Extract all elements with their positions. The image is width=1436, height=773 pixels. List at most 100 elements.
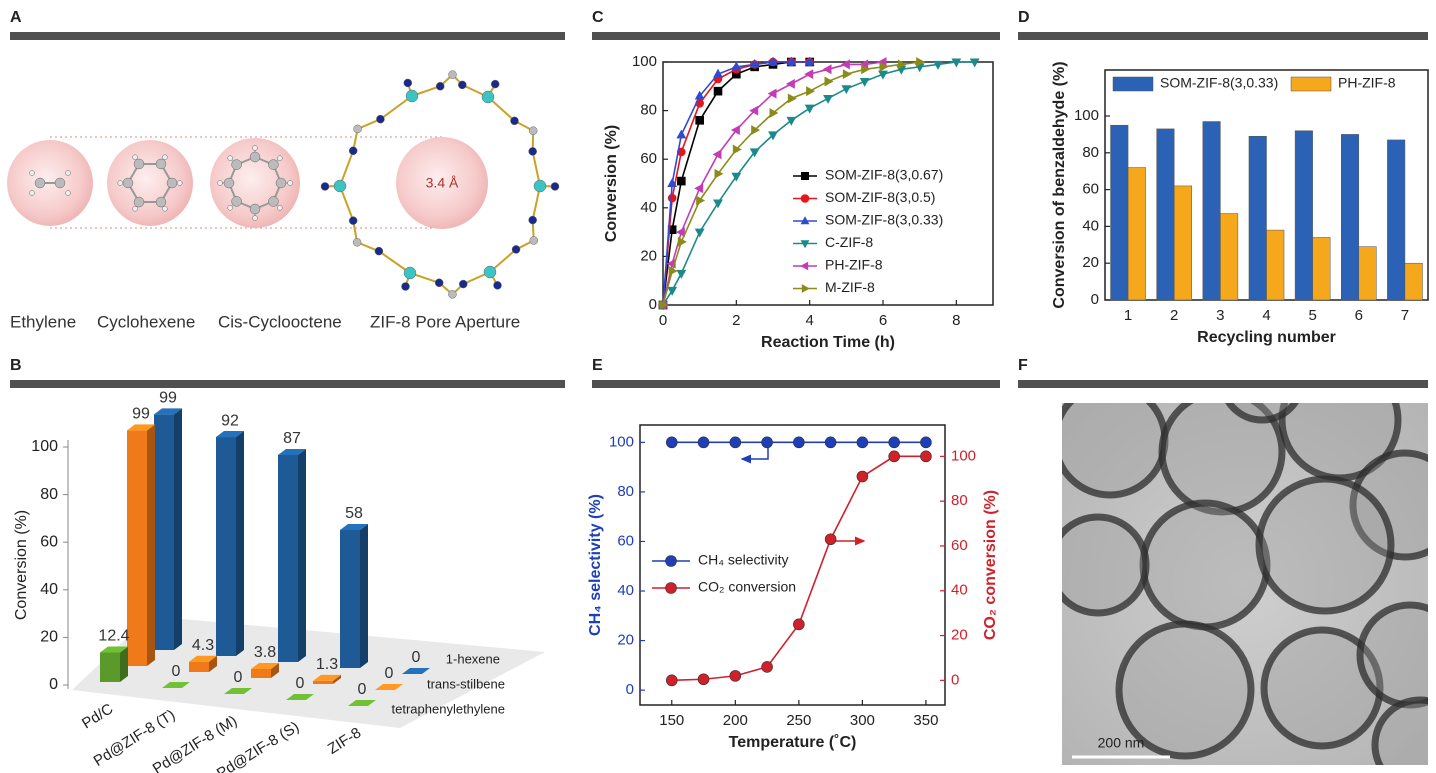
- marker: [920, 450, 932, 463]
- molecule-label: Cyclohexene: [97, 312, 195, 331]
- marker: [822, 64, 832, 75]
- bond: [339, 150, 355, 187]
- bar-front: [189, 661, 209, 672]
- marker: [667, 178, 678, 187]
- marker: [676, 269, 687, 279]
- molecule-label: Cis-Cyclooctene: [218, 312, 342, 331]
- marker: [841, 85, 852, 95]
- sphere: [396, 137, 488, 229]
- bar: [1266, 229, 1285, 301]
- value-label: 0: [296, 675, 305, 692]
- header-bar: [592, 32, 1000, 40]
- marker: [840, 59, 850, 70]
- y-tick-label: 80: [640, 102, 657, 119]
- legend-label: C-ZIF-8: [825, 234, 873, 250]
- bar: [1312, 237, 1331, 301]
- atom: [533, 179, 547, 193]
- marker: [749, 59, 760, 68]
- marker: [824, 533, 837, 546]
- bar-side: [120, 646, 128, 682]
- legend-swatch: [1290, 76, 1332, 92]
- y-tick-label: 20: [40, 629, 58, 646]
- bar-front: [127, 430, 147, 666]
- series-line: [662, 61, 810, 306]
- particle: [1349, 449, 1428, 561]
- legend-label: SOM-ZIF-8(3,0.5): [825, 189, 935, 205]
- marker: [920, 436, 932, 449]
- bar-side: [174, 408, 182, 650]
- bar-front: [340, 529, 360, 668]
- bar: [286, 694, 314, 700]
- atom: [166, 177, 178, 189]
- value-label: 12.4: [98, 628, 129, 645]
- series-line: [662, 61, 920, 306]
- particle: [1062, 513, 1150, 617]
- y-tick-label: 60: [640, 150, 657, 167]
- marker: [888, 436, 900, 449]
- panel-label: E: [592, 357, 603, 374]
- x-axis-label: Recycling number: [1197, 329, 1336, 346]
- particle: [1139, 499, 1271, 631]
- atom: [217, 180, 223, 186]
- marker: [793, 618, 805, 631]
- x-tick-label: 2: [732, 312, 740, 329]
- bar: [127, 424, 155, 666]
- y2-tick-label: 40: [951, 582, 968, 599]
- value-label: 0: [234, 669, 243, 686]
- marker: [697, 436, 710, 449]
- marker: [694, 90, 705, 100]
- atom: [374, 246, 384, 256]
- marker: [824, 76, 834, 87]
- x-tick-label: 3: [1216, 307, 1224, 324]
- bar: [1294, 130, 1313, 301]
- legend-marker: [800, 216, 810, 225]
- atom: [231, 159, 242, 170]
- sphere: [107, 140, 193, 226]
- bar: [348, 700, 376, 706]
- marker: [879, 61, 889, 72]
- y-tick-label: 20: [640, 247, 657, 264]
- atom: [376, 114, 385, 124]
- header-bar: [1018, 32, 1428, 40]
- marker: [697, 673, 710, 686]
- bar-top: [189, 655, 217, 662]
- bar-side: [271, 662, 279, 678]
- bar-top: [127, 424, 155, 431]
- marker: [916, 57, 926, 67]
- marker: [714, 168, 724, 179]
- marker: [749, 105, 759, 116]
- marker: [676, 129, 687, 139]
- atom: [459, 279, 468, 289]
- y-tick-label: 20: [617, 632, 634, 649]
- x-tick-label: Pd/C: [79, 700, 116, 732]
- y-tick-label: 100: [609, 433, 634, 450]
- value-label: 0: [412, 649, 421, 666]
- legend-marker: [801, 172, 809, 180]
- bar-top: [100, 646, 128, 653]
- bar: [1156, 128, 1175, 301]
- panel-label: F: [1018, 357, 1028, 374]
- bar: [278, 448, 306, 662]
- y-axis-label: Conversion (%): [13, 510, 30, 620]
- bar: [313, 674, 341, 684]
- bar: [189, 655, 217, 672]
- atom: [132, 205, 138, 212]
- panel-label: A: [10, 9, 22, 26]
- x-axis-label: Temperature (˚C): [729, 734, 857, 751]
- bar: [1173, 185, 1192, 301]
- bar: [1387, 139, 1406, 301]
- legend-marker: [800, 261, 809, 271]
- x-tick-label: 5: [1308, 307, 1316, 324]
- marker: [675, 227, 685, 238]
- y2-axis-label: CO₂ conversion (%): [982, 490, 999, 640]
- header-bar: [10, 32, 565, 40]
- bar: [1404, 262, 1423, 301]
- marker: [806, 86, 816, 97]
- y-tick-label: 0: [649, 296, 657, 313]
- value-label: 0: [172, 663, 181, 680]
- marker: [761, 661, 773, 673]
- bar-top: [216, 431, 244, 438]
- x-tick-label: 8: [952, 312, 960, 329]
- bar: [100, 646, 128, 682]
- marker: [951, 58, 962, 68]
